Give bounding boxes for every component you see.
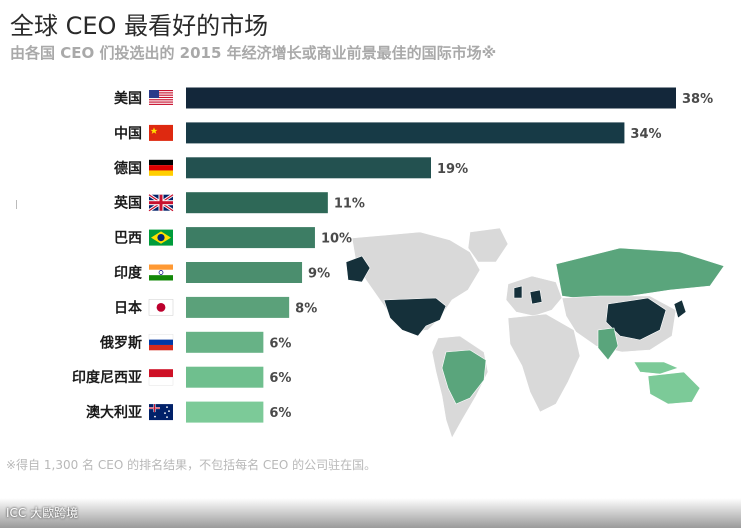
bar [186,122,625,144]
brazil-highlight [441,349,487,405]
china-flag-icon [149,124,173,141]
footnote: ※得自 1,300 名 CEO 的排名结果，不包括每名 CEO 的公司驻在国。 [6,458,377,472]
value-label: 11% [334,197,365,212]
bar-row: 德国 19% [114,157,468,179]
russia-flag-icon [148,334,174,351]
bar [186,331,264,353]
category-label: 俄罗斯 [99,334,142,351]
alaska-highlight [345,255,371,283]
india-flag-icon [149,264,173,281]
value-label: 8% [295,301,317,316]
australia-highlight [647,371,701,405]
category-label: 日本 [114,299,143,316]
indonesia-highlight [633,361,679,375]
bar-row: 巴西 10% [114,227,352,249]
bottom-shade [0,498,741,528]
japan-highlight [673,299,687,319]
greenland-land [467,227,509,263]
category-label: 美国 [114,90,142,107]
category-label: 英国 [113,195,142,212]
category-label: 印度尼西亚 [72,369,142,386]
category-label: 澳大利亚 [86,404,142,421]
brazil-flag-icon [149,229,173,246]
usa-highlight [383,297,447,337]
japan-flag-icon [148,299,174,316]
russia-highlight [555,247,725,301]
chart-title: 全球 CEO 最看好的市场 [10,12,269,40]
india-highlight [597,327,619,361]
value-label: 9% [308,267,330,282]
watermark-logo: ICC 大歐跨境 [6,506,79,520]
value-label: 6% [269,406,291,421]
bar-row: 中国 34% [114,122,662,144]
bar-row: 澳大利亚 6% [86,401,291,423]
category-label: 巴西 [114,231,142,247]
bar [186,192,328,214]
category-label: 德国 [114,160,142,177]
bar-row: 美国 38% [114,87,713,109]
bar [186,366,264,388]
uk-flag-icon [148,193,174,213]
germany-flag-icon [149,159,173,176]
china-highlight [605,297,667,341]
bar [186,262,303,283]
australia-flag-icon [149,404,173,421]
value-label: 6% [269,371,291,386]
bar [186,227,315,249]
bars-layer: 美国 38%中国 34%德国 19%英国 11%巴西 10%印度 9%日本 8%俄罗斯 6%印度… [72,87,713,423]
indonesia-flag-icon [148,369,174,386]
world-map [345,227,725,439]
bar-row: 日本 8% [114,296,317,318]
us-flag-icon [149,90,173,106]
bar [186,87,676,109]
germany-highlight [529,289,543,305]
bar-row: 印度尼西亚 6% [72,366,291,388]
category-label: 中国 [114,125,142,142]
value-label: 10% [321,232,352,247]
value-label: 19% [437,162,468,177]
side-tick [16,200,17,209]
bar-row: 俄罗斯 6% [99,331,291,353]
bar [186,157,431,179]
bar [186,296,290,318]
value-label: 38% [682,92,713,107]
bar [186,401,264,423]
uk-highlight [513,285,523,299]
value-label: 34% [630,127,661,142]
bar-row: 印度 9% [114,262,330,283]
category-label: 印度 [114,265,143,282]
chart-subtitle: 由各国 CEO 们投选出的 2015 年经济增长或商业前景最佳的国际市场※ [10,44,497,62]
value-label: 6% [269,336,291,351]
bar-row: 英国 11% [113,192,365,214]
africa-land [507,313,581,413]
